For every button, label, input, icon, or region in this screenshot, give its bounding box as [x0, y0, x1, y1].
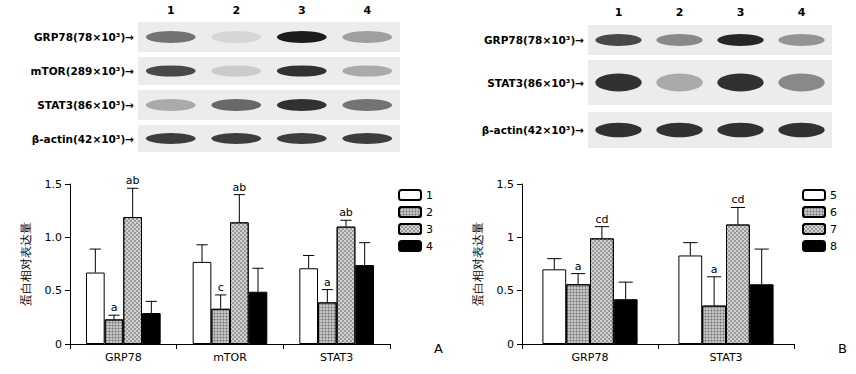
svg-text:STAT3: STAT3 [709, 351, 742, 364]
svg-text:β-actin(42×10³)→: β-actin(42×10³)→ [482, 124, 584, 136]
svg-text:cd: cd [595, 213, 608, 226]
svg-text:a: a [324, 276, 331, 289]
svg-text:ab: ab [232, 181, 246, 194]
svg-text:1.0: 1.0 [45, 231, 63, 244]
svg-text:β-actin(42×10³)→: β-actin(42×10³)→ [32, 133, 134, 145]
svg-text:7: 7 [830, 223, 837, 236]
svg-text:cd: cd [731, 193, 744, 206]
svg-text:0: 0 [55, 338, 62, 351]
svg-text:GRP78(78×10³)→: GRP78(78×10³)→ [34, 31, 134, 43]
svg-text:a: a [711, 263, 718, 276]
svg-text:3: 3 [737, 6, 745, 19]
svg-text:8: 8 [830, 240, 837, 253]
svg-text:ab: ab [339, 206, 353, 219]
svg-text:3: 3 [298, 4, 306, 17]
svg-text:A: A [434, 341, 443, 356]
svg-text:GRP78: GRP78 [572, 351, 609, 364]
svg-text:STAT3(86×10³)→: STAT3(86×10³)→ [487, 77, 584, 89]
svg-text:a: a [111, 301, 118, 314]
svg-text:a: a [575, 260, 582, 273]
svg-text:1: 1 [426, 189, 433, 202]
svg-text:1: 1 [167, 4, 175, 17]
svg-text:3: 3 [426, 223, 433, 236]
svg-text:4: 4 [363, 4, 371, 17]
svg-text:蛋白相对表达量: 蛋白相对表达量 [471, 222, 485, 306]
svg-text:2: 2 [232, 4, 240, 17]
svg-text:5: 5 [830, 189, 837, 202]
svg-text:0: 0 [507, 338, 514, 351]
svg-text:1: 1 [507, 231, 514, 244]
svg-text:蛋白相对表达量: 蛋白相对表达量 [19, 222, 33, 306]
svg-text:2: 2 [676, 6, 684, 19]
svg-text:STAT3(86×10³)→: STAT3(86×10³)→ [37, 99, 134, 111]
svg-text:STAT3: STAT3 [320, 351, 353, 364]
svg-text:B: B [838, 341, 847, 356]
svg-text:mTOR: mTOR [213, 351, 247, 364]
svg-text:4: 4 [798, 6, 806, 19]
svg-text:1.5: 1.5 [497, 178, 515, 191]
svg-text:4: 4 [426, 240, 433, 253]
svg-text:GRP78(78×10³)→: GRP78(78×10³)→ [484, 34, 584, 46]
svg-text:2: 2 [426, 206, 433, 219]
svg-text:1: 1 [615, 6, 623, 19]
svg-text:0.5: 0.5 [497, 284, 515, 297]
svg-text:ab: ab [126, 174, 140, 187]
svg-text:6: 6 [830, 206, 837, 219]
svg-text:mTOR(289×10³)→: mTOR(289×10³)→ [31, 65, 135, 77]
svg-text:1.5: 1.5 [45, 178, 63, 191]
svg-text:c: c [218, 281, 224, 294]
svg-text:0.5: 0.5 [45, 284, 63, 297]
svg-text:GRP78: GRP78 [105, 351, 142, 364]
